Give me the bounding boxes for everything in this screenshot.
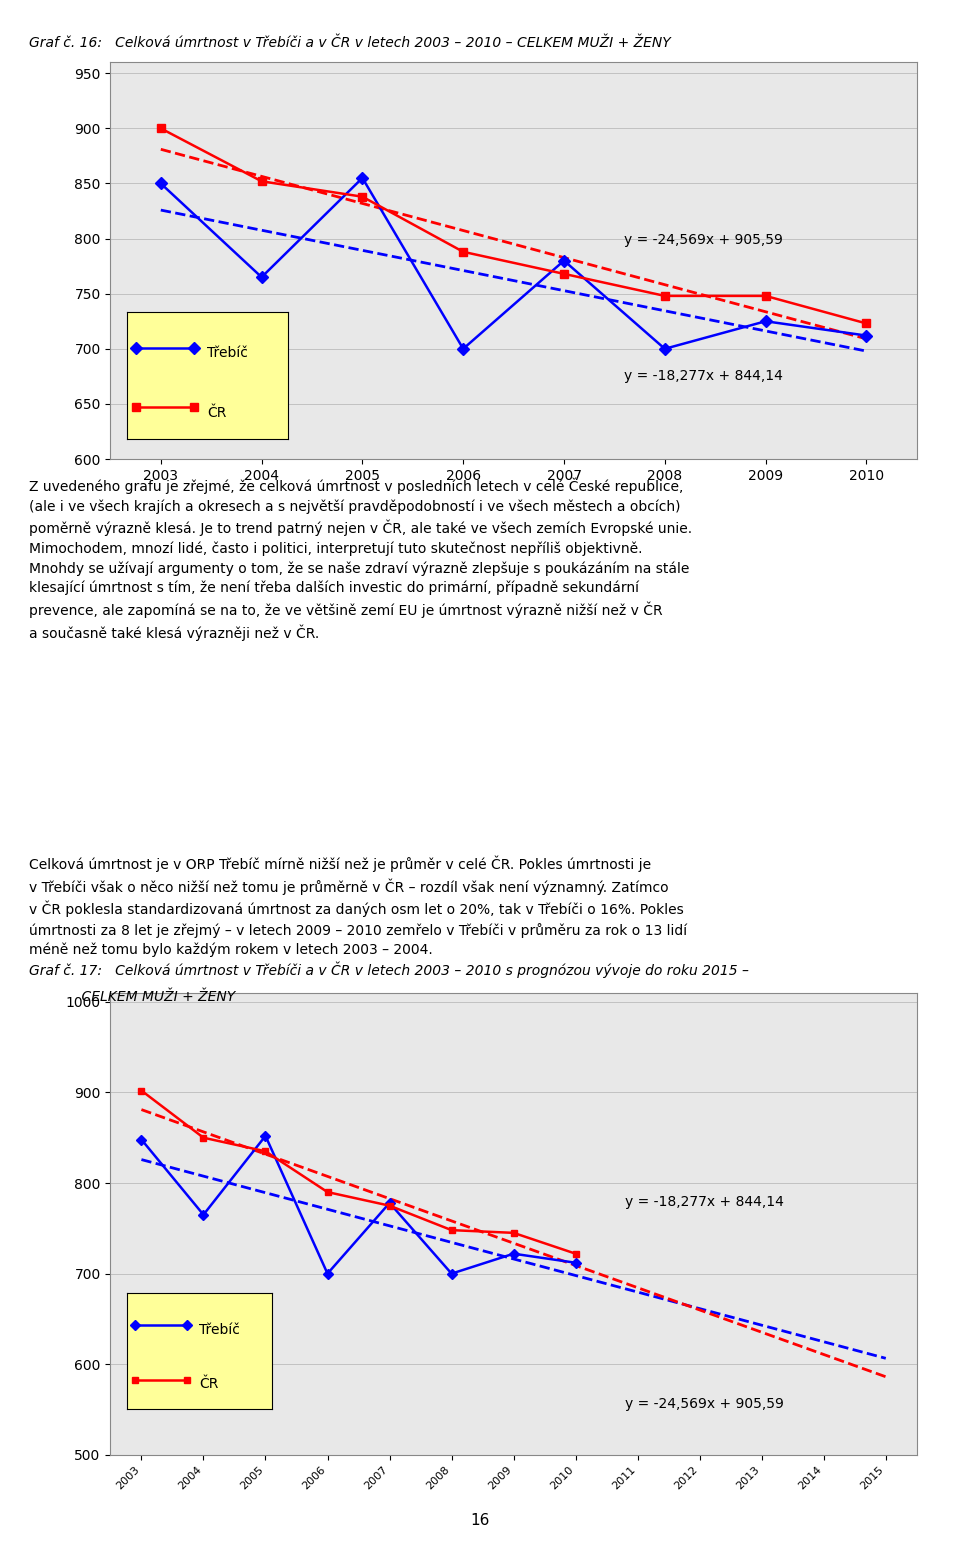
Text: 16: 16 [470,1512,490,1528]
Text: CELKEM MUŽI + ŽENY: CELKEM MUŽI + ŽENY [29,990,235,1004]
Text: y = -24,569x + 905,59: y = -24,569x + 905,59 [624,233,783,247]
Text: Graf č. 16:   Celková úmrtnost v Třebíči a v ČR v letech 2003 – 2010 – CELKEM MU: Graf č. 16: Celková úmrtnost v Třebíči a… [29,36,670,50]
Text: Celková úmrtnost je v ORP Třebíč mírně nižší než je průměr v celé ČR. Pokles úmr: Celková úmrtnost je v ORP Třebíč mírně n… [29,856,687,957]
Text: y = -18,277x + 844,14: y = -18,277x + 844,14 [625,1195,784,1209]
Text: Z uvedeného grafu je zřejmé, že celková úmrtnost v posledních letech v celé Česk: Z uvedeného grafu je zřejmé, že celková … [29,478,692,641]
Text: Graf č. 17:   Celková úmrtnost v Třebíči a v ČR v letech 2003 – 2010 s prognózou: Graf č. 17: Celková úmrtnost v Třebíči a… [29,962,749,979]
Text: y = -24,569x + 905,59: y = -24,569x + 905,59 [625,1397,784,1411]
Text: y = -18,277x + 844,14: y = -18,277x + 844,14 [624,369,783,383]
